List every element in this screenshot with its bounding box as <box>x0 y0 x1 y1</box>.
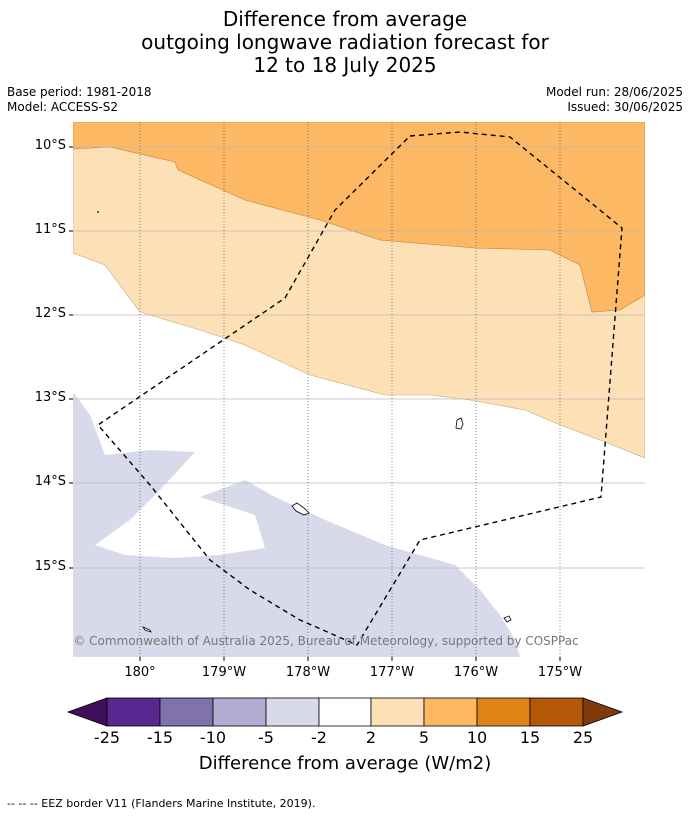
island-outline <box>141 626 152 633</box>
lon-label: 180° <box>124 665 156 680</box>
lon-label: 176°W <box>453 665 499 680</box>
colorbar-tick-label: 5 <box>418 728 430 747</box>
lon-label: 179°W <box>201 665 247 680</box>
title-line-2: outgoing longwave radiation forecast for <box>141 30 549 54</box>
colorbar-tick-label: -15 <box>146 728 174 747</box>
lat-label: 15°S <box>34 559 66 574</box>
colorbar-swatch <box>423 697 478 727</box>
model-name: Model: ACCESS-S2 <box>7 100 119 114</box>
lat-label: 14°S <box>34 474 66 489</box>
colorbar <box>66 697 624 727</box>
colorbar-extend-high <box>582 697 624 727</box>
lat-ticks <box>69 146 73 569</box>
island-outline <box>455 417 464 430</box>
colorbar-tick-label: -2 <box>311 728 327 747</box>
colorbar-swatch <box>159 697 214 727</box>
island-outline <box>503 615 512 623</box>
colorbar-title: Difference from average (W/m2) <box>198 753 492 774</box>
lat-label: 13°S <box>34 390 66 405</box>
colorbar-tick-label: -5 <box>258 728 274 747</box>
eez-boundary <box>96 131 623 646</box>
issued-date: Issued: 30/06/2025 <box>567 100 683 114</box>
colorbar-swatch <box>318 697 372 727</box>
gridlines <box>73 146 645 569</box>
copyright-notice: © Commonwealth of Australia 2025, Bureau… <box>73 634 578 648</box>
island-dot <box>97 211 99 213</box>
title-line-3: 12 to 18 July 2025 <box>253 53 437 77</box>
meta-right: Model run: 28/06/2025 Issued: 30/06/2025 <box>546 85 683 115</box>
lon-label: 178°W <box>285 665 331 680</box>
eez-legend-note: -- -- -- EEZ border V11 (Flanders Marine… <box>7 797 316 810</box>
meta-left: Base period: 1981-2018 Model: ACCESS-S2 <box>7 85 152 115</box>
colorbar-tick-label: 25 <box>572 728 594 747</box>
colorbar-tick-label: 10 <box>466 728 488 747</box>
colorbar-tick-label: -10 <box>199 728 227 747</box>
colorbar-tick-label: 2 <box>365 728 377 747</box>
colorbar-swatch <box>476 697 531 727</box>
colorbar-swatch <box>370 697 425 727</box>
lat-label: 12°S <box>34 306 66 321</box>
title-line-1: Difference from average <box>222 7 468 31</box>
anomaly-region-orange <box>73 122 645 313</box>
base-period: Base period: 1981-2018 <box>7 85 152 99</box>
colorbar-swatch <box>212 697 267 727</box>
figure-title: Difference from average outgoing longwav… <box>0 8 690 77</box>
colorbar-tick-label: 15 <box>519 728 541 747</box>
lon-label: 177°W <box>369 665 415 680</box>
model-run-date: Model run: 28/06/2025 <box>545 85 683 99</box>
colorbar-tick-label: -25 <box>93 728 121 747</box>
colorbar-extend-low <box>66 697 108 727</box>
colorbar-swatch <box>106 697 161 727</box>
colorbar-swatch <box>265 697 320 727</box>
lon-label: 175°W <box>537 665 583 680</box>
lat-label: 11°S <box>34 222 66 237</box>
colorbar-swatch <box>529 697 584 727</box>
islands <box>141 417 512 633</box>
meridians <box>139 122 561 657</box>
island-outline <box>291 502 310 516</box>
lat-label: 10°S <box>34 138 66 153</box>
lon-ticks <box>139 657 561 661</box>
map-plot-area <box>73 122 645 657</box>
anomaly-region-light-purple <box>73 392 520 657</box>
